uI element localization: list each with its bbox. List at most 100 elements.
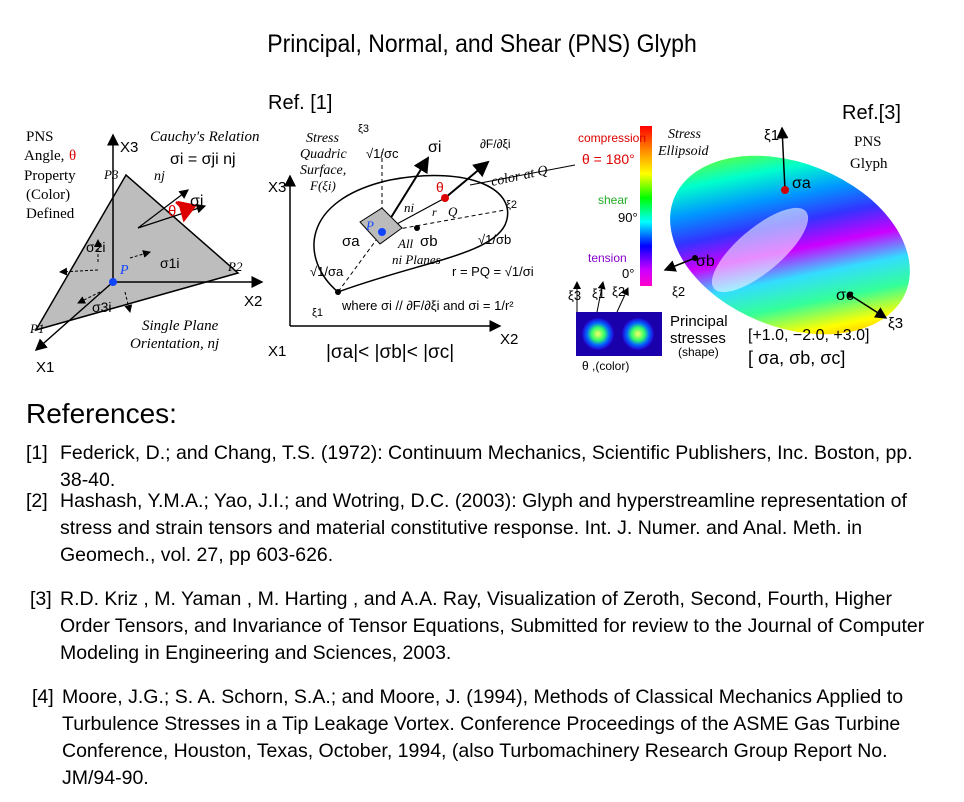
f-xi-label: F(ξi) — [309, 178, 336, 193]
stress-ellipsoid-label1: Stress — [668, 127, 701, 142]
p2-label: P2 — [227, 259, 243, 274]
pns-glyph-label2: Glyph — [850, 156, 888, 172]
x3-label: X3 — [120, 139, 138, 156]
sigma-1i-label: σ1i — [160, 255, 180, 271]
xi1-label-top: ξ1 — [764, 127, 779, 144]
sigma-b-label-2: σb — [420, 233, 438, 250]
sigma-i-label-2: σi — [428, 139, 441, 156]
normal-vector — [137, 189, 189, 229]
compression-label: compression — [578, 131, 646, 145]
plane-patch — [359, 207, 403, 245]
pns-label-line3: Property — [24, 168, 76, 184]
sqrt-sigma-b: √1/σb — [478, 232, 511, 247]
x1-axis — [34, 281, 114, 351]
stress-ellipsoid-label2: Ellipsoid — [657, 144, 710, 159]
xi3-axis-3 — [849, 294, 888, 319]
figure-pns-ellipsoid: compression θ = 180° shear 90° tension 0… — [568, 126, 910, 373]
xi3-label-right: ξ3 — [888, 315, 903, 332]
theta-180-label: θ = 180° — [582, 151, 635, 167]
pns-label-line4: (Color) — [26, 187, 70, 203]
cauchy-title: Cauchy's Relation — [150, 129, 259, 145]
planes-label: ni Planes — [392, 252, 441, 267]
x3-label-2: X3 — [268, 179, 286, 196]
ordering-label: |σa|< |σb|< |σc| — [326, 342, 454, 363]
sigma-a-label-3: σa — [792, 175, 811, 192]
cauchy-equation: σi = σji nj — [170, 151, 236, 168]
q-label: Q — [448, 204, 458, 219]
reference-4: [4] Moore, J.G.; S. A. Schorn, S.A.; and… — [32, 684, 932, 792]
sigma-i-label: σi — [190, 193, 203, 210]
pns-label-line1: PNS — [26, 129, 54, 145]
sigma-a-label-2: σa — [342, 233, 360, 250]
tetrahedron-face — [34, 173, 240, 332]
x2-label: X2 — [244, 293, 262, 310]
pns-label-line5: Defined — [26, 206, 75, 222]
p-label: P — [119, 263, 129, 278]
reference-2: [2] Hashash, Y.M.A.; Yao, J.I.; and Wotr… — [26, 488, 946, 569]
reference-number: [1] — [26, 442, 48, 464]
page-title: Principal, Normal, and Shear (PNS) Glyph — [267, 30, 697, 58]
reference-number: [4] — [32, 686, 54, 708]
theta-label: θ — [168, 203, 176, 220]
theta-label-2: θ — [436, 179, 444, 195]
principal-label: Principal — [670, 313, 728, 330]
sigma-c-label-3: σc — [836, 287, 854, 304]
reference-3: [3] R.D. Kriz , M. Yaman , M. Harting , … — [30, 586, 930, 667]
xi3-label-3: ξ3 — [568, 288, 581, 303]
reference-text: Hashash, Y.M.A.; Yao, J.I.; and Wotring,… — [60, 490, 907, 566]
xi1-axis-3 — [776, 126, 789, 191]
stresses-label: stresses — [670, 330, 726, 347]
reference-text: R.D. Kriz , M. Yaman , M. Harting , and … — [60, 588, 925, 664]
gradient-arrow — [444, 160, 490, 199]
xi3-label-2: ξ3 — [358, 123, 369, 135]
orientation-label: Orientation, nj — [130, 336, 219, 352]
pns-glyph-label1: PNS — [854, 134, 882, 150]
deg-90-label: 90° — [618, 210, 638, 225]
xi2-label-3: ξ2 — [612, 284, 625, 299]
x1-label: X1 — [36, 359, 54, 376]
quadric-label: Quadric — [300, 147, 347, 162]
x1-label-2: X1 — [268, 343, 286, 360]
references-heading: References: — [26, 398, 177, 429]
p-label-2: P — [365, 218, 374, 233]
color-at-q-label: color at Q — [490, 163, 549, 190]
sigma-3i-label: σ3i — [92, 299, 112, 315]
sigma-vector: [ σa, σb, σc] — [748, 348, 845, 368]
color-scale-bar — [640, 126, 652, 286]
ni-label: ni — [404, 200, 415, 215]
shape-label: (shape) — [678, 345, 719, 359]
single-plane-label: Single Plane — [142, 318, 219, 334]
quadric-surface — [313, 174, 509, 293]
figure-cauchy-tetrahedron: PNS Angle, θ Property (Color) Defined Ca… — [24, 129, 264, 376]
r-label: r — [432, 205, 437, 219]
xi2-label-3b: ξ2 — [672, 284, 685, 299]
theta-arc — [175, 200, 198, 223]
theta-color-label: θ ,(color) — [582, 359, 629, 373]
sigma-2i-label: σ2i — [86, 239, 106, 255]
sqrt-sigma-c: √1/σc — [366, 146, 399, 161]
all-label: All — [397, 236, 414, 251]
r-equation: r = PQ = √1/σi — [452, 264, 534, 279]
sigma-b-label-3: σb — [696, 253, 715, 270]
stress-vector: [+1.0, −2.0, +3.0] — [748, 327, 869, 344]
ref-label-right: Ref.[3] — [842, 102, 901, 124]
figure-stress-quadric: Stress Quadric Surface, F(ξi) ξ3 ξ2 ξ1 X… — [268, 123, 576, 363]
x2-label-2: X2 — [500, 331, 518, 348]
shear-label: shear — [598, 193, 628, 207]
reference-text: Moore, J.G.; S. A. Schorn, S.A.; and Moo… — [62, 686, 904, 789]
stress-label: Stress — [306, 131, 339, 146]
where-equation: where σi // ∂F/∂ξi and σi = 1/r² — [341, 298, 514, 313]
tension-label: tension — [588, 251, 627, 265]
sqrt-sigma-a: √1/σa — [310, 264, 344, 279]
df-dxi-label: ∂F/∂ξi — [480, 137, 511, 151]
p1-label: P1 — [29, 321, 44, 336]
ref-label-left: Ref. [1] — [268, 92, 333, 114]
reference-1: [1] Federick, D.; and Chang, T.S. (1972)… — [26, 440, 946, 494]
xi1-label-2: ξ1 — [312, 307, 323, 319]
pns-glyph-figure: PNS Angle, θ Property (Color) Defined Ca… — [24, 123, 910, 376]
point-p — [109, 278, 117, 286]
pns-theta: θ — [69, 148, 76, 164]
nj-label: nj — [154, 169, 165, 184]
p3-label: P3 — [103, 167, 119, 182]
reference-number: [3] — [30, 588, 52, 610]
